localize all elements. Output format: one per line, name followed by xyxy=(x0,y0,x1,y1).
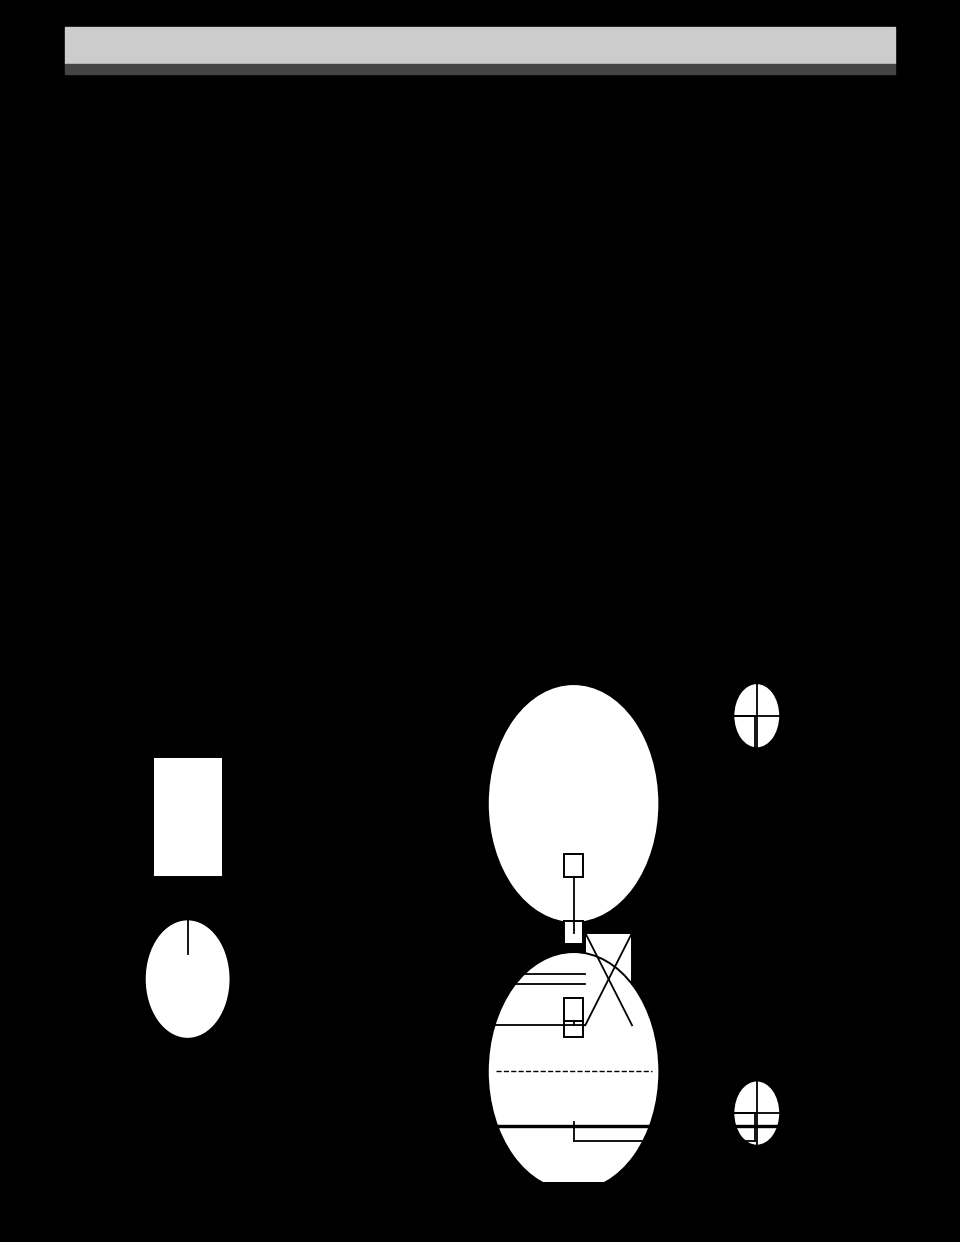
Circle shape xyxy=(488,684,660,923)
Text: 4: 4 xyxy=(82,1136,91,1150)
Text: This module pertains to the hydropneumatic rear suspension system with the engin: This module pertains to the hydropneumat… xyxy=(90,143,686,155)
Bar xyxy=(153,758,223,877)
Text: Pressure reservoir: Pressure reservoir xyxy=(663,1000,777,1013)
Text: The self-leveling suspension system is designed to maintain vehicle ride height : The self-leveling suspension system is d… xyxy=(90,261,664,273)
Bar xyxy=(65,65,895,73)
Bar xyxy=(564,922,583,944)
Bar xyxy=(564,997,583,1021)
Circle shape xyxy=(733,683,780,749)
Text: ven piston pump.  The earlier system using the electro-hydraulic pump will not b: ven piston pump. The earlier system usin… xyxy=(90,178,668,190)
Text: Strut: Strut xyxy=(796,709,827,723)
Text: cussed.: cussed. xyxy=(90,212,141,225)
Text: Level Control Systems: Level Control Systems xyxy=(82,1148,191,1158)
Circle shape xyxy=(488,953,660,1191)
Text: •  E32 - 735 iL, 740iL and 750iL: • E32 - 735 iL, 740iL and 750iL xyxy=(135,473,346,486)
Text: The system is installed on:: The system is installed on: xyxy=(90,427,269,440)
Text: Control valve: Control valve xyxy=(663,945,746,958)
Text: suspension system and power steering system.: suspension system and power steering sys… xyxy=(90,379,408,391)
Text: •  E34 - Touring 525i and 530i: • E34 - Touring 525i and 530i xyxy=(135,529,336,542)
Text: carmanualsonline.info: carmanualsonline.info xyxy=(672,1208,826,1222)
Text: Strut: Strut xyxy=(796,1107,827,1119)
Bar xyxy=(745,968,764,991)
Bar xyxy=(564,854,583,877)
Circle shape xyxy=(733,1081,780,1145)
Text: loaded conditions.: loaded conditions. xyxy=(90,296,212,308)
Bar xyxy=(564,1013,583,1037)
Text: Pressure reservoir: Pressure reservoir xyxy=(675,797,788,810)
Bar xyxy=(65,1125,895,1126)
Text: Reservoir: Reservoir xyxy=(145,717,204,729)
Text: •  E38 - 740 iL and 750iL: • E38 - 740 iL and 750iL xyxy=(135,584,301,597)
Circle shape xyxy=(145,919,230,1038)
Text: Hydropneumatic Rear Leveling System: Hydropneumatic Rear Leveling System xyxy=(90,94,484,112)
Bar xyxy=(65,27,895,65)
Bar xyxy=(747,707,763,725)
Text: Tandem pump: Tandem pump xyxy=(109,1053,199,1066)
Bar xyxy=(586,933,632,1026)
Text: The system is fully hydraulic, utilizing a tandem oil pump to supply pressure to: The system is fully hydraulic, utilizing… xyxy=(90,344,680,356)
